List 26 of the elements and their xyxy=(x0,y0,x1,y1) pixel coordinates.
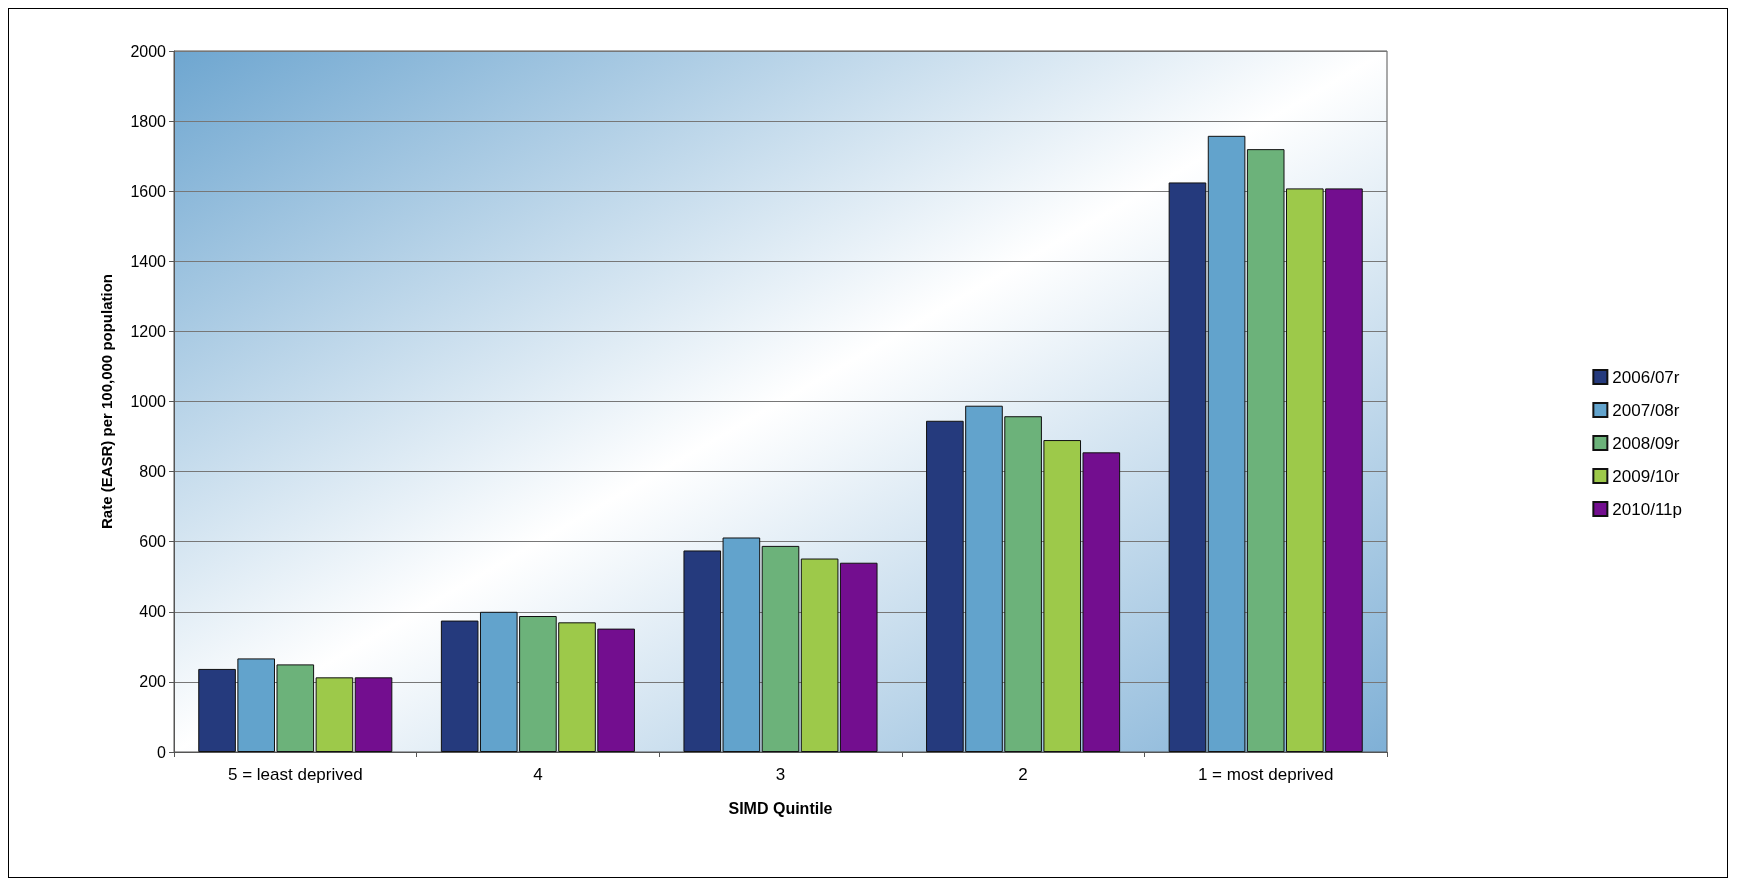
y-tick-label: 800 xyxy=(139,463,167,481)
y-tick-label: 1200 xyxy=(130,322,167,340)
y-tick-label: 1800 xyxy=(130,112,167,130)
legend-label: 2009/10r xyxy=(1612,466,1680,486)
y-tick-label: 200 xyxy=(139,673,167,691)
bar xyxy=(354,677,393,752)
legend-label: 2008/09r xyxy=(1612,433,1680,453)
y-tick-label: 0 xyxy=(157,743,167,761)
x-tick-label: 1 = most deprived xyxy=(1197,765,1334,784)
y-tick-label: 1000 xyxy=(130,393,167,410)
legend-label: 2006/07r xyxy=(1612,367,1680,387)
y-tick-label: 2000 xyxy=(130,42,167,60)
y-tick-label: 1600 xyxy=(130,182,167,200)
y-tick-label: 1400 xyxy=(130,252,167,270)
x-tick-label: 3 xyxy=(775,765,786,784)
x-tick-label: 2 xyxy=(1018,765,1028,784)
x-tick-label: 5 = least deprived xyxy=(227,765,363,784)
y-tick-label: 600 xyxy=(139,533,167,551)
bar xyxy=(761,545,800,752)
legend-label: 2007/08r xyxy=(1612,400,1680,420)
x-tick-label: 4 xyxy=(533,765,543,784)
y-axis-title: Rate (EASR) per 100,000 population xyxy=(98,273,115,530)
x-axis-title: SIMD Quintile xyxy=(728,799,833,817)
bar xyxy=(1168,182,1207,752)
legend-label: 2010/11p xyxy=(1612,499,1683,519)
y-tick-label: 400 xyxy=(139,603,167,621)
